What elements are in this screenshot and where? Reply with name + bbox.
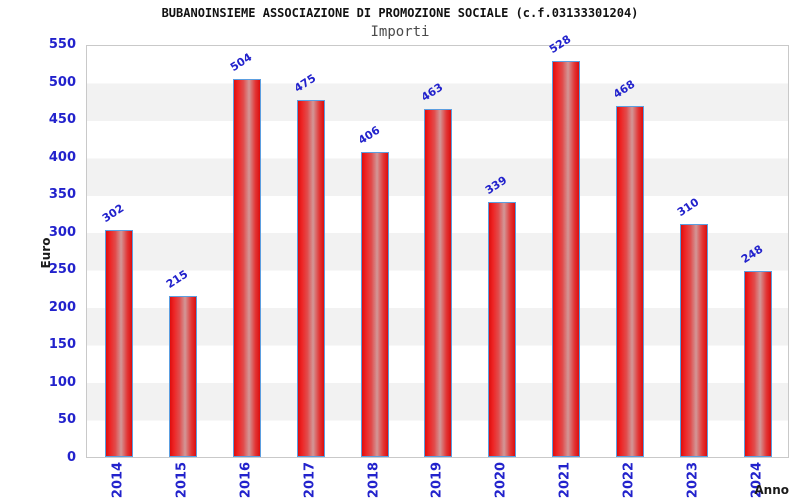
x-tick-label: 2020 <box>493 461 509 499</box>
x-tick-label: 2014 <box>110 461 126 499</box>
x-axis-title: Anno <box>754 483 789 497</box>
y-tick-label: 200 <box>48 299 76 315</box>
bar <box>552 61 580 457</box>
y-tick-label: 350 <box>48 187 76 203</box>
chart-title: BUBANOINSIEME ASSOCIAZIONE DI PROMOZIONE… <box>161 6 639 20</box>
x-tick-label: 2022 <box>621 461 637 499</box>
bar <box>105 230 133 457</box>
bar <box>233 79 261 457</box>
y-tick-label: 100 <box>48 374 76 390</box>
x-tick-label: 2023 <box>685 461 701 499</box>
x-tick-label: 2015 <box>174 461 190 499</box>
y-tick-label: 400 <box>48 149 76 165</box>
bar <box>361 152 389 457</box>
plot-area: 302 215 504 475 406 463 339 528 468 310 248 <box>86 33 789 458</box>
y-tick-label: 450 <box>48 112 76 128</box>
bar <box>297 100 325 457</box>
y-tick-label: 50 <box>57 412 76 428</box>
y-tick-label: 0 <box>66 450 76 465</box>
bar <box>680 224 708 457</box>
y-tick-label: 550 <box>48 37 76 52</box>
y-tick-label: 500 <box>48 74 76 90</box>
bar <box>616 106 644 457</box>
x-tick-label: 2021 <box>557 461 573 499</box>
x-tick-label: 2019 <box>429 461 445 499</box>
x-tick-label: 2016 <box>238 461 254 499</box>
bar <box>424 109 452 457</box>
bar <box>488 202 516 457</box>
y-tick-label: 150 <box>48 337 76 353</box>
y-tick-label: 300 <box>48 224 76 240</box>
chart-subtitle: Importi <box>370 24 430 40</box>
x-tick-label: 2017 <box>302 461 318 499</box>
bar <box>169 296 197 457</box>
y-tick-label: 250 <box>48 262 76 278</box>
bar <box>744 271 772 457</box>
x-tick-label: 2018 <box>366 461 382 499</box>
